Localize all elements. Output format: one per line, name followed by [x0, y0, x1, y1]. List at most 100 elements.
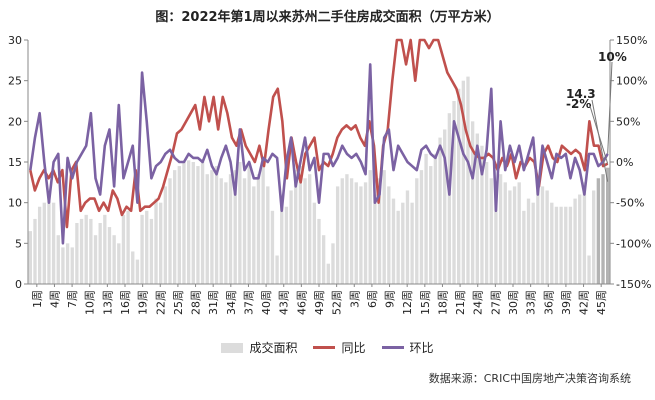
- annotation-area: 14.3: [566, 87, 596, 101]
- x-tick-label: 12周: [401, 290, 414, 315]
- bar-area: [452, 101, 456, 284]
- bar-area: [494, 186, 498, 284]
- line-wow: [29, 63, 609, 245]
- x-tick-label: 6周: [366, 290, 379, 308]
- x-tick-label: 1周: [31, 290, 44, 308]
- bar-area: [308, 174, 312, 284]
- legend: 成交面积 同比 环比: [0, 339, 655, 356]
- bar-area: [280, 194, 284, 284]
- y2-tick-label: 150%: [616, 34, 647, 47]
- annotation-wow: 10%: [598, 50, 627, 64]
- bar-area: [517, 182, 521, 284]
- bar-area: [433, 153, 438, 284]
- bar-area: [522, 210, 526, 284]
- x-tick-label: 25周: [172, 290, 185, 315]
- bar-area: [443, 129, 447, 284]
- bar-area: [545, 190, 549, 284]
- x-tick-label: 43周: [278, 290, 291, 315]
- bar-area: [498, 174, 503, 284]
- bar-area: [578, 194, 582, 284]
- bar-area: [592, 190, 596, 284]
- bar-area: [484, 162, 489, 284]
- bar-area: [508, 190, 512, 284]
- bar-area: [387, 186, 391, 284]
- bar-area: [424, 153, 428, 284]
- bar-area: [447, 113, 452, 284]
- bar-area: [540, 186, 545, 284]
- bar-area: [531, 202, 535, 284]
- bar-area: [405, 190, 410, 284]
- bar-area: [33, 218, 37, 284]
- bar-area: [349, 178, 354, 284]
- bar-area: [89, 218, 93, 284]
- x-tick-label: 30周: [507, 290, 520, 315]
- bar-area: [438, 137, 442, 284]
- bar-area: [512, 186, 517, 284]
- bar-area: [42, 202, 46, 284]
- bar-area: [466, 76, 470, 284]
- bar-area: [238, 162, 242, 284]
- bar-area: [601, 174, 605, 284]
- bar-area: [289, 190, 293, 284]
- bar-area: [298, 166, 303, 284]
- bar-area: [368, 170, 372, 284]
- y2-tick-label: -100%: [616, 237, 651, 250]
- bar-area: [564, 206, 568, 284]
- x-tick-label: 21周: [454, 290, 467, 315]
- x-tick-label: 13周: [101, 290, 114, 315]
- bar-area: [135, 259, 140, 284]
- bar-area: [186, 160, 191, 284]
- x-tick-label: 33周: [525, 290, 538, 315]
- bar-area: [470, 121, 475, 284]
- x-tick-label: 16周: [119, 290, 132, 315]
- bar-area: [75, 223, 79, 284]
- bar-area: [536, 190, 540, 284]
- bar-area: [345, 174, 349, 284]
- bar-area: [606, 167, 610, 284]
- x-tick-label: 46周: [295, 290, 308, 315]
- bar-area: [219, 178, 223, 284]
- bar-area: [210, 170, 214, 284]
- bar-area: [573, 198, 577, 284]
- bar-area: [321, 235, 326, 284]
- bar-area: [37, 206, 42, 284]
- x-tick-label: 39周: [560, 290, 573, 315]
- bar-area: [103, 214, 107, 284]
- bar-area: [582, 182, 587, 284]
- bar-area: [335, 186, 340, 284]
- bar-area: [256, 174, 261, 284]
- bar-area: [294, 170, 298, 284]
- bar-area: [526, 198, 531, 284]
- bar-area: [163, 186, 168, 284]
- bar-area: [377, 178, 382, 284]
- bar-area: [475, 133, 479, 284]
- y-tick-label: 10: [8, 197, 22, 210]
- bar-area: [182, 162, 186, 284]
- chart-title: 图：2022年第1周以来苏州二手住房成交面积（万平方米）: [155, 10, 500, 25]
- x-tick-label: 45周: [595, 290, 608, 315]
- x-tick-label: 42周: [578, 290, 591, 315]
- x-tick-label: 7周: [66, 290, 79, 308]
- x-tick-label: 49周: [313, 290, 326, 315]
- source-note: 数据来源：CRIC中国房地产决策咨询系统: [428, 372, 631, 385]
- x-tick-label: 36周: [542, 290, 555, 315]
- x-tick-label: 31周: [207, 290, 220, 315]
- bar-area: [596, 178, 601, 284]
- bar-area: [79, 218, 84, 284]
- legend-label-wow: 环比: [409, 341, 434, 355]
- x-tick-label: 22周: [154, 290, 167, 315]
- bar-area: [382, 170, 386, 284]
- bar-area: [242, 178, 247, 284]
- bar-area: [200, 162, 205, 284]
- y2-tick-label: -50%: [616, 197, 644, 210]
- bar-area: [168, 178, 172, 284]
- x-tick-label: 10周: [84, 290, 97, 315]
- bar-area: [117, 243, 121, 284]
- y2-tick-label: 100%: [616, 75, 647, 88]
- bar-area: [587, 255, 591, 284]
- bar-area: [317, 218, 321, 284]
- bar-area: [233, 170, 237, 284]
- legend-swatch-wow: [381, 346, 404, 349]
- bar-area: [47, 201, 51, 284]
- y-tick-label: 5: [15, 237, 22, 250]
